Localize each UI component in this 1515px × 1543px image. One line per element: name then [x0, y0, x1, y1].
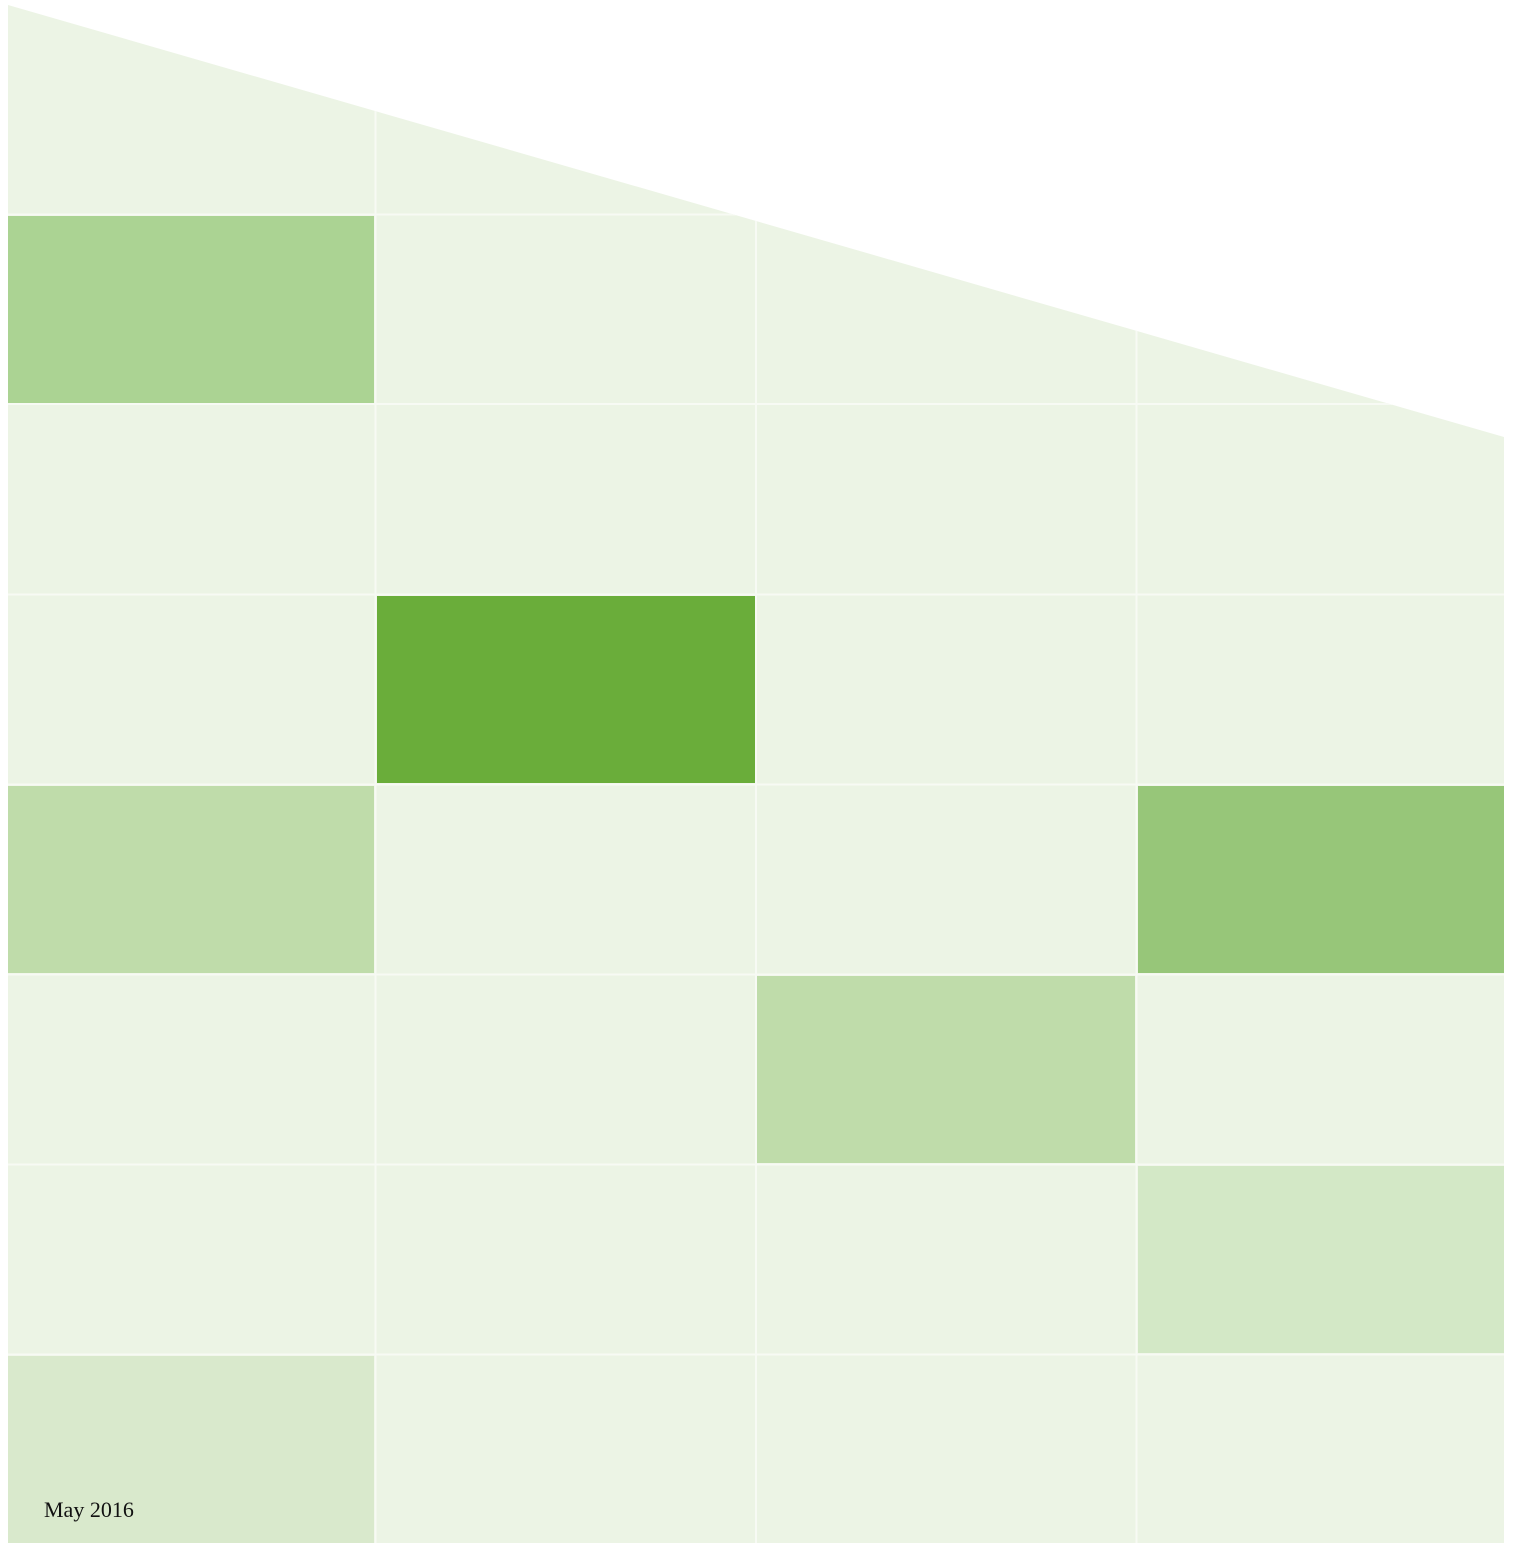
tinted-cell: [1138, 786, 1504, 973]
tinted-cell: [8, 786, 374, 973]
tinted-cell: [377, 596, 755, 783]
tinted-cell: [1138, 1166, 1504, 1353]
tinted-cell: [8, 216, 374, 403]
date: May 2016: [44, 1497, 134, 1522]
tinted-cell: [757, 976, 1135, 1163]
tinted-cell: [8, 1356, 374, 1543]
